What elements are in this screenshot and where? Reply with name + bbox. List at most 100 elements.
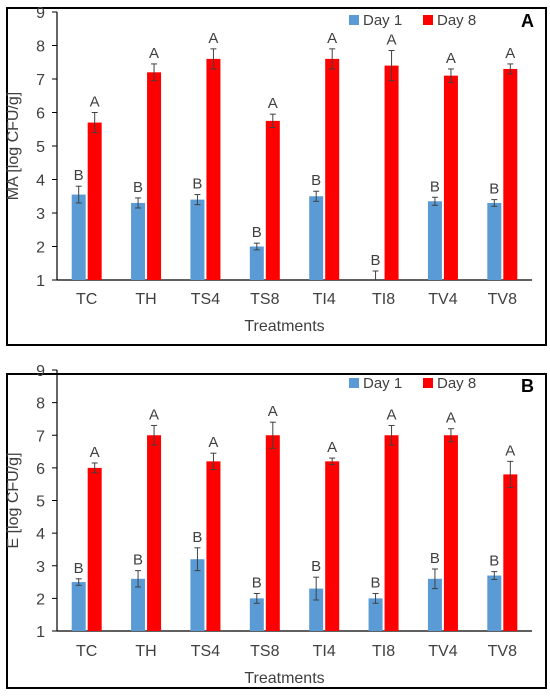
bar-day1 (487, 575, 502, 631)
x-tick-label: TS8 (250, 643, 279, 660)
legend-swatch-day1 (349, 15, 359, 25)
bar-day8 (87, 122, 102, 280)
bar-day1 (249, 246, 264, 280)
bar-day8 (384, 65, 399, 280)
y-tick-label: 8 (36, 396, 45, 413)
data-label: A (387, 32, 397, 49)
y-tick-label: 7 (36, 72, 45, 89)
x-tick-label: TV4 (428, 291, 457, 308)
bar-day8 (206, 461, 221, 631)
y-tick-label: 3 (36, 559, 45, 576)
data-label: A (268, 95, 278, 112)
bar-day1 (131, 578, 146, 631)
bar-day8 (325, 461, 340, 631)
y-tick-label: 1 (36, 273, 45, 290)
bar-day1 (427, 201, 442, 280)
data-label: B (371, 252, 381, 269)
panel-frame (6, 373, 547, 689)
x-tick-label: TS8 (250, 291, 279, 308)
bar-day8 (147, 72, 162, 280)
panel-label: A (521, 11, 534, 31)
data-label: A (327, 30, 337, 47)
bar-day1 (190, 559, 205, 631)
data-label: B (252, 224, 262, 241)
y-tick-label: 5 (36, 494, 45, 511)
data-label: B (489, 553, 499, 570)
data-label: A (149, 406, 159, 423)
bar-day1 (71, 582, 86, 631)
data-label: B (74, 167, 84, 184)
bar-day8 (325, 58, 340, 281)
bar-day1 (368, 598, 383, 631)
bar-day8 (87, 467, 102, 631)
bar-day8 (443, 75, 458, 281)
data-label: B (430, 178, 440, 195)
x-tick-label: TV8 (488, 291, 517, 308)
data-label: A (208, 30, 218, 47)
data-label: A (446, 410, 456, 427)
x-tick-label: TS4 (191, 291, 220, 308)
x-tick-label: TI4 (313, 643, 336, 660)
panel-label: B (521, 376, 534, 396)
data-label: A (505, 45, 515, 62)
x-axis-title: Treatments (244, 318, 324, 335)
data-label: B (311, 558, 321, 575)
legend-swatch-day8 (423, 378, 433, 388)
data-label: A (387, 406, 397, 423)
x-tick-label: TI8 (372, 291, 395, 308)
data-label: A (90, 94, 100, 111)
legend-swatch-day8 (423, 15, 433, 25)
data-label: B (252, 574, 262, 591)
x-tick-label: TI4 (313, 291, 336, 308)
data-label: B (133, 179, 143, 196)
y-tick-label: 2 (36, 240, 45, 257)
data-label: B (74, 560, 84, 577)
data-label: A (149, 45, 159, 62)
bar-day8 (147, 435, 162, 631)
data-label: A (90, 444, 100, 461)
x-tick-label: TC (76, 291, 97, 308)
y-axis-title: MA [log CFU/g] (5, 92, 22, 200)
y-tick-label: 5 (36, 139, 45, 156)
legend-label: Day 8 (437, 375, 476, 392)
bar-day8 (503, 68, 518, 280)
bar-day1 (190, 199, 205, 280)
x-tick-label: TI8 (372, 643, 395, 660)
data-label: B (371, 574, 381, 591)
data-label: A (268, 403, 278, 420)
data-label: B (311, 172, 321, 189)
x-tick-label: TV8 (488, 643, 517, 660)
x-tick-label: TH (135, 291, 156, 308)
bar-day1 (487, 202, 502, 280)
data-label: B (133, 552, 143, 569)
y-axis-title: E [log CFU/g] (5, 452, 22, 548)
bar-day8 (503, 474, 518, 631)
x-tick-label: TC (76, 643, 97, 660)
bar-day1 (309, 588, 324, 631)
y-tick-label: 3 (36, 206, 45, 223)
chart-panel-b: 1 2 3 4 5 6 7 8 9 TC B A TH B A TS4 B A TS8 B A TI4 B A TI8 B A TV4… (5, 363, 547, 689)
y-tick-label: 4 (36, 173, 45, 190)
y-tick-label: 9 (36, 5, 45, 22)
bar-day1 (249, 598, 264, 631)
bar-day1 (427, 578, 442, 631)
data-label: A (505, 442, 515, 459)
legend-label: Day 1 (363, 12, 402, 29)
x-axis-title: Treatments (244, 670, 324, 687)
y-tick-label: 4 (36, 526, 45, 543)
y-tick-label: 7 (36, 428, 45, 445)
chart-panel-a: 1 2 3 4 5 6 7 8 9 TC B A TH B A TS4 B A TS8 B A TI4 B A TI8 B A TV4… (5, 5, 547, 346)
bar-day1 (309, 196, 324, 280)
data-label: B (192, 176, 202, 193)
data-label: A (208, 434, 218, 451)
bar-day1 (131, 202, 146, 280)
data-label: B (489, 181, 499, 198)
bar-day8 (384, 435, 399, 631)
legend-label: Day 8 (437, 12, 476, 29)
y-tick-label: 8 (36, 39, 45, 56)
bar-day1 (71, 194, 86, 280)
bar-day8 (265, 435, 280, 631)
data-label: B (430, 550, 440, 567)
y-tick-label: 6 (36, 106, 45, 123)
